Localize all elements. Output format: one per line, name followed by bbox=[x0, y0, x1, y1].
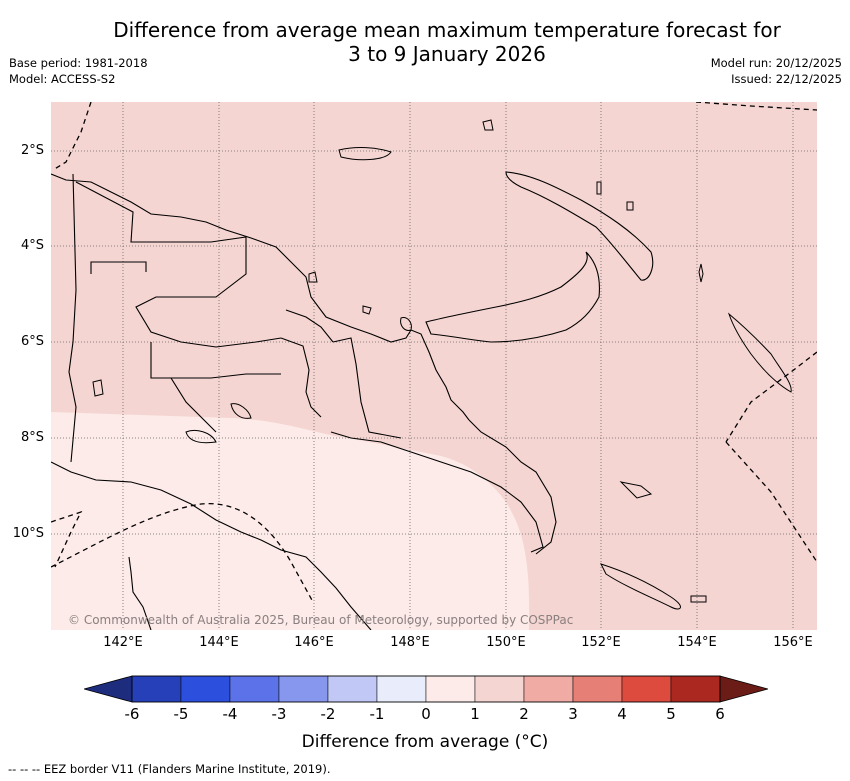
colorbar-tick: -5 bbox=[173, 705, 189, 723]
colorbar-cell bbox=[670, 675, 721, 703]
lon-label: 152°E bbox=[581, 635, 621, 650]
colorbar-tick: 1 bbox=[470, 705, 480, 723]
colorbar-cell bbox=[131, 675, 182, 703]
model-text: Model: ACCESS-S2 bbox=[9, 72, 116, 86]
eez-borders bbox=[51, 102, 817, 603]
colorbar-tick: -3 bbox=[271, 705, 287, 723]
colorbar-cell bbox=[523, 675, 574, 703]
anomaly-field-0-1 bbox=[51, 412, 530, 630]
colorbar-high-extend bbox=[719, 675, 768, 703]
colorbar-tick: -6 bbox=[124, 705, 140, 723]
colorbar-tick: -4 bbox=[222, 705, 238, 723]
lon-label: 144°E bbox=[199, 635, 239, 650]
graticule bbox=[51, 102, 817, 630]
colorbar-tick: -1 bbox=[369, 705, 385, 723]
lon-label: 142°E bbox=[103, 635, 143, 650]
lon-label: 150°E bbox=[486, 635, 526, 650]
colorbar-tick: 4 bbox=[617, 705, 627, 723]
colorbar-tick: 2 bbox=[519, 705, 529, 723]
colorbar-tick: 6 bbox=[715, 705, 725, 723]
copyright-text: © Commonwealth of Australia 2025, Bureau… bbox=[68, 613, 574, 627]
title-line-2: 3 to 9 January 2026 bbox=[348, 42, 546, 66]
forecast-map bbox=[51, 102, 817, 630]
colorbar-outline bbox=[131, 675, 721, 703]
lat-label: 4°S bbox=[20, 238, 44, 253]
eez-legend-note: -- -- -- EEZ border V11 (Flanders Marine… bbox=[8, 762, 331, 776]
meta-left: Base period: 1981-2018 Model: ACCESS-S2 bbox=[9, 55, 148, 87]
colorbar-tick: 5 bbox=[666, 705, 676, 723]
colorbar-tick: 0 bbox=[421, 705, 431, 723]
colorbar-title: Difference from average (°C) bbox=[301, 732, 549, 752]
colorbar-tick: -2 bbox=[320, 705, 336, 723]
new-britain bbox=[425, 251, 600, 343]
coastlines bbox=[51, 173, 557, 630]
colorbar-cell bbox=[327, 675, 378, 703]
colorbar-cell bbox=[229, 675, 280, 703]
meta-right: Model run: 20/12/2025 Issued: 22/12/2025 bbox=[711, 55, 842, 87]
small-islands bbox=[92, 119, 792, 610]
lon-label: 146°E bbox=[294, 635, 334, 650]
issued-text: Issued: 22/12/2025 bbox=[731, 72, 842, 86]
lat-label: 10°S bbox=[12, 526, 44, 541]
colorbar-cell bbox=[474, 675, 525, 703]
colorbar-cell bbox=[278, 675, 329, 703]
title-line-1: Difference from average mean maximum tem… bbox=[113, 18, 781, 42]
colorbar-cell bbox=[180, 675, 231, 703]
colorbar-tick: 3 bbox=[568, 705, 578, 723]
colorbar-cell bbox=[425, 675, 476, 703]
lat-label: 2°S bbox=[20, 143, 44, 158]
cape-york bbox=[128, 556, 152, 630]
lat-label: 6°S bbox=[20, 334, 44, 349]
base-period-text: Base period: 1981-2018 bbox=[9, 56, 148, 70]
colorbar bbox=[84, 675, 768, 703]
colorbar-cells bbox=[131, 675, 721, 703]
lat-label: 8°S bbox=[20, 430, 44, 445]
lon-label: 154°E bbox=[677, 635, 717, 650]
lon-label: 148°E bbox=[390, 635, 430, 650]
model-run-text: Model run: 20/12/2025 bbox=[710, 56, 842, 70]
colorbar-cell bbox=[572, 675, 623, 703]
colorbar-cell bbox=[376, 675, 427, 703]
lon-label: 156°E bbox=[773, 635, 813, 650]
chart-title: Difference from average mean maximum tem… bbox=[0, 18, 850, 66]
colorbar-cell bbox=[621, 675, 672, 703]
new-ireland bbox=[505, 171, 654, 281]
colorbar-low-extend bbox=[84, 675, 133, 703]
